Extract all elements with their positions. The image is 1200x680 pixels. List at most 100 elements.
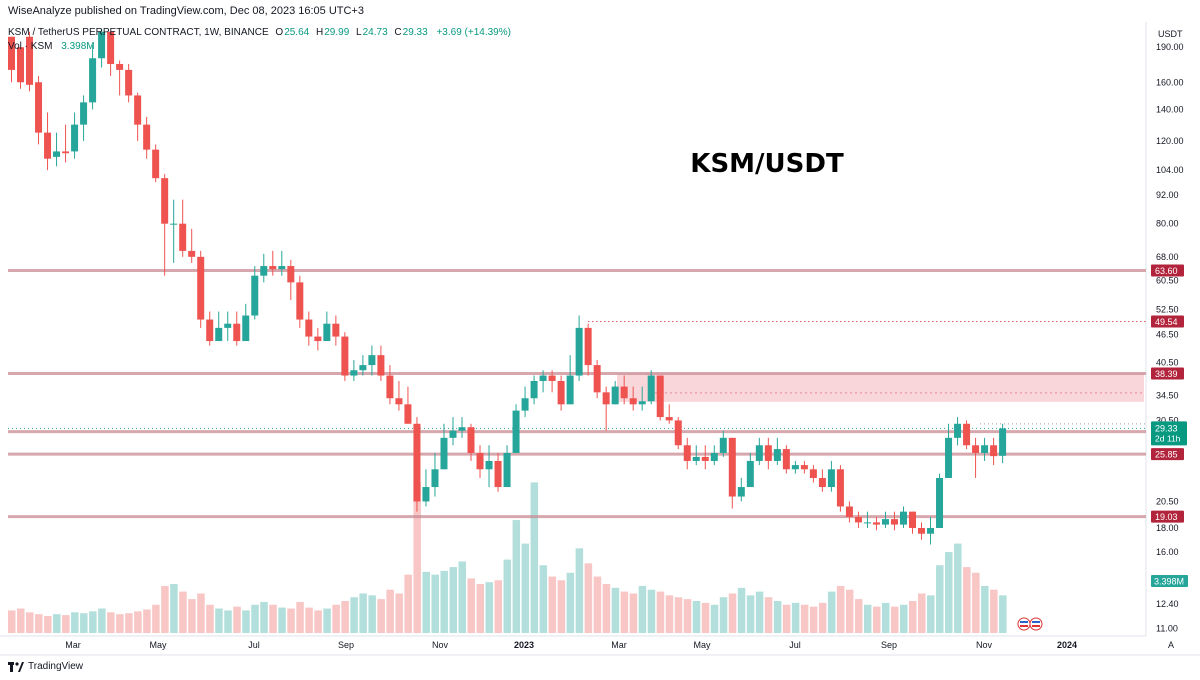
price-tick: 12.40 (1156, 599, 1179, 609)
resistance-zone (617, 373, 1144, 402)
candle (909, 511, 916, 528)
volume-bar (990, 589, 998, 633)
candle (728, 437, 736, 497)
volume-bar (224, 610, 232, 633)
time-tick: 2024 (1057, 640, 1077, 650)
price-tick: 40.50 (1156, 358, 1179, 368)
volume-bar (134, 611, 142, 633)
auto-scale-button[interactable]: A (1167, 640, 1174, 650)
volume-bar (125, 613, 133, 633)
volume-bar (593, 576, 602, 633)
candle (26, 36, 34, 85)
economic-event-icon[interactable] (1017, 617, 1031, 631)
volume-bar (287, 608, 295, 633)
close-value: 29.33 (402, 27, 428, 38)
volume-bar (350, 597, 358, 633)
candle (836, 469, 844, 507)
volume-bar (737, 587, 746, 633)
volume-bar (665, 595, 674, 633)
candle (440, 437, 448, 470)
candle (107, 31, 115, 64)
volume-bar (305, 607, 313, 633)
volume-bar (179, 591, 187, 633)
volume-bar (296, 601, 304, 633)
candle (647, 375, 655, 402)
low-key: L (356, 27, 362, 38)
candle (206, 319, 214, 342)
level-badge-label: 25.85 (1155, 450, 1178, 460)
volume-bar (512, 520, 521, 633)
candle (701, 456, 709, 461)
candle (954, 423, 962, 438)
chart-title: KSM/USDT (690, 149, 844, 179)
time-tick: Nov (976, 640, 993, 650)
close-key: C (394, 27, 402, 38)
candle (945, 437, 953, 478)
flag-stripe (1032, 625, 1040, 627)
candle (692, 456, 700, 461)
current-price-label: 29.33 (1155, 423, 1178, 433)
candle (674, 420, 682, 446)
candle (197, 256, 205, 320)
candle (890, 519, 898, 525)
volume-bar (954, 543, 962, 633)
time-tick: Sep (881, 640, 897, 650)
volume-bar (26, 612, 34, 633)
candle (134, 95, 142, 125)
volume-bar (386, 589, 394, 633)
candle (467, 427, 475, 453)
candle (179, 223, 187, 251)
candle (683, 445, 691, 461)
candle (314, 336, 322, 342)
volume-label[interactable]: Vol · KSM (8, 41, 53, 52)
candle (359, 365, 367, 371)
price-tick: 80.00 (1156, 219, 1179, 229)
price-tick: 92.00 (1156, 190, 1179, 200)
candle (62, 151, 70, 154)
time-tick: Nov (432, 640, 449, 650)
volume-bar (116, 614, 124, 633)
volume-bar (269, 604, 277, 633)
volume-bar (566, 572, 575, 633)
volume-bar (620, 591, 629, 633)
candle (341, 336, 349, 376)
candle (548, 375, 556, 381)
time-tick: May (149, 640, 167, 650)
volume-bar (575, 548, 584, 633)
candle (773, 449, 781, 461)
volume-bar (260, 601, 268, 633)
open-key: O (275, 27, 284, 38)
volume-bar (710, 604, 719, 633)
candle (638, 401, 646, 405)
volume-bar (918, 593, 926, 633)
change-value: +3.69 (+14.39%) (436, 27, 511, 38)
high-value: 29.99 (324, 27, 350, 38)
volume-bar (999, 595, 1007, 633)
price-tick: 16.00 (1156, 547, 1179, 557)
candle (125, 69, 133, 96)
volume-bar (602, 584, 611, 633)
candle (800, 465, 808, 470)
candle (251, 275, 259, 316)
candle (152, 149, 160, 179)
economic-event-icon[interactable] (1029, 617, 1043, 631)
candle (224, 323, 232, 328)
level-badge (1151, 367, 1184, 380)
volume-bar (206, 604, 214, 633)
symbol-label[interactable]: KSM / TetherUS PERPETUAL CONTRACT, 1W, B… (8, 27, 269, 38)
candle (782, 449, 790, 470)
volume-bar (170, 584, 178, 633)
volume-bar (143, 609, 151, 633)
candle (386, 375, 394, 399)
candle (530, 380, 538, 399)
candle (494, 460, 502, 488)
candle (863, 522, 871, 524)
volume-bar (972, 572, 980, 633)
volume-bar (413, 482, 421, 633)
candle (269, 266, 277, 270)
volume-bar (800, 604, 809, 633)
candle (557, 380, 565, 405)
candle (395, 398, 403, 405)
candle (620, 386, 628, 399)
